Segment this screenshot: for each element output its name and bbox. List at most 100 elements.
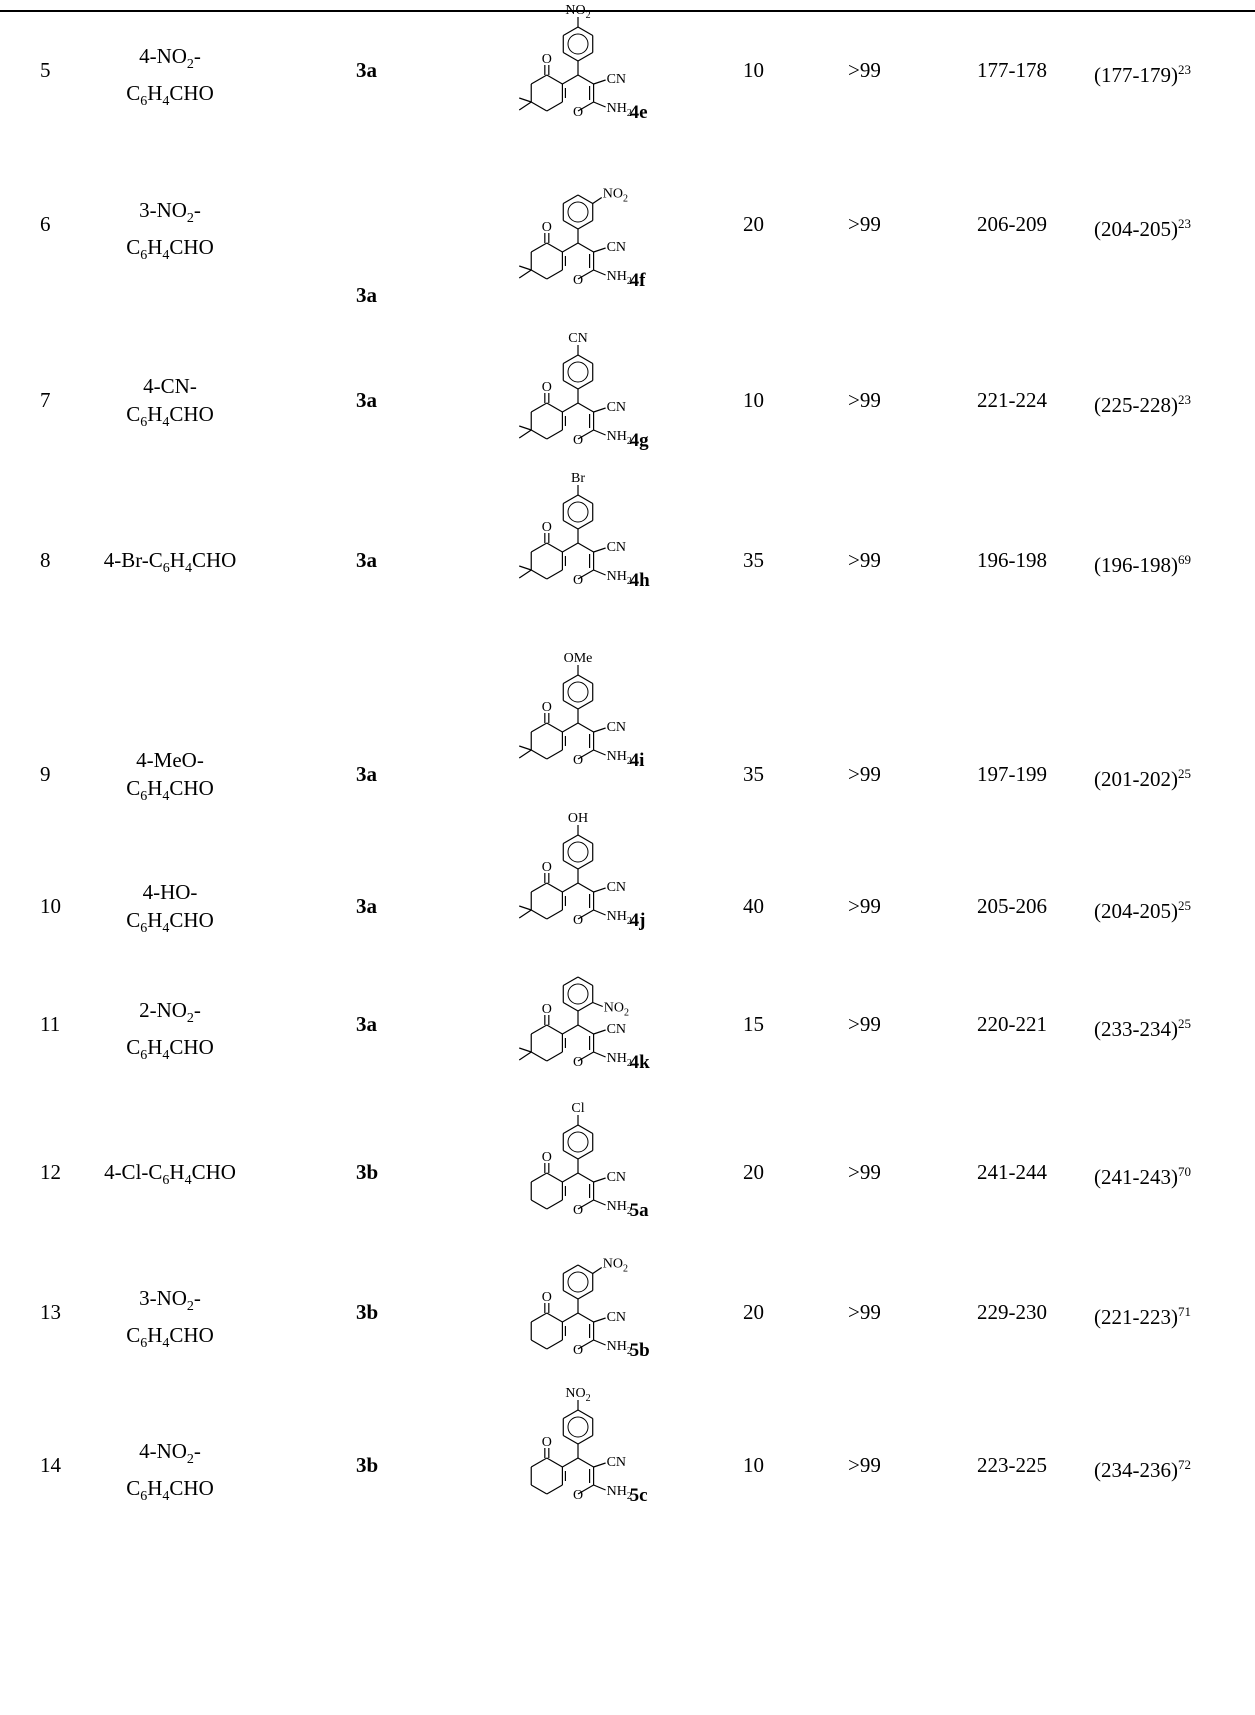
pyran-bond — [577, 1199, 594, 1210]
pyran-bond — [577, 402, 594, 413]
nh2-label: NH2 — [607, 269, 632, 287]
carbocycle-bond — [530, 909, 548, 920]
aldehyde-fragment: 4-Br-C — [103, 548, 163, 572]
phenyl-bond — [577, 1434, 594, 1445]
product-structure: NO2 O CN NH2 O 4f — [518, 187, 646, 291]
nh2-bond — [593, 1051, 606, 1058]
phenyl-bond — [577, 834, 594, 845]
carbocycle-bond — [530, 1051, 548, 1062]
aromatic-circle — [567, 983, 589, 1005]
mp-literature: (221-223)71 — [1094, 1298, 1191, 1331]
carbocycle-bond — [546, 749, 563, 760]
aldehyde-fragment: 4-HO- — [142, 880, 198, 904]
carbocycle-bond — [530, 101, 548, 112]
pyran-bond — [577, 1457, 594, 1468]
aldehyde-name: 4-NO2- C6H4CHO — [75, 1437, 265, 1511]
nh2-bond — [593, 1339, 606, 1346]
table-row: 7 4-CN- C6H4CHO 3a CN O CN NH2 O 4g 10 >99 221-224 (2… — [0, 331, 1255, 480]
table-row: 13 3-NO2- C6H4CHO 3b NO2 O CN NH2 O 5b 20 >99 229-23… — [0, 1250, 1255, 1395]
methyl-bond — [519, 905, 532, 911]
carbocycle-bond — [530, 569, 548, 580]
cn-label: CN — [607, 1170, 626, 1185]
aldehyde-fragment: CHO — [169, 1035, 214, 1060]
phenyl-bond — [577, 26, 594, 37]
yield-value: >99 — [848, 1300, 881, 1324]
aldehyde-fragment: C — [126, 402, 141, 426]
mp-literature: (225-228)23 — [1094, 386, 1191, 419]
nh2-label: NH2 — [607, 1199, 632, 1217]
aromatic-circle — [567, 361, 589, 383]
methyl-bond — [519, 265, 532, 271]
aldehyde-name: 4-NO2- C6H4CHO — [75, 42, 265, 116]
table-row: 5 4-NO2- C6H4CHO 3a NO2 O CN NH2 O 4e 10 >99 177-178… — [0, 3, 1255, 180]
carbonyl-oxygen: O — [542, 1150, 552, 1165]
methyl-bond — [518, 429, 532, 439]
carbonyl-oxygen: O — [542, 700, 552, 715]
carbocycle-bond — [546, 1051, 563, 1062]
carbocycle-bond — [546, 722, 563, 733]
aromatic-circle — [567, 1271, 589, 1293]
aldehyde-fragment: - — [193, 44, 201, 68]
phenyl-bond — [562, 1001, 579, 1012]
aldehyde-fragment: 4 — [184, 561, 192, 577]
mp-literature: (234-236)72 — [1094, 1451, 1191, 1484]
product-structure-cell: Cl O CN NH2 O 5a — [468, 1101, 688, 1269]
ring-oxygen: O — [573, 105, 583, 120]
pyran-bond — [577, 749, 594, 760]
yield-value: >99 — [848, 1160, 881, 1184]
mp-literature: (196-198)69 — [1094, 546, 1191, 579]
aldehyde-fragment: C — [126, 81, 141, 106]
phenyl-bond — [577, 379, 594, 390]
aldehyde-fragment: 2 — [186, 211, 194, 227]
product-structure-cell: NO2 O CN NH2 O 5b — [468, 1244, 688, 1409]
table-row: 9 4-MeO- C6H4CHO 3a OMe O CN NH2 O 4i 35 >99 197-199… — [0, 651, 1255, 820]
entry-number: 7 — [40, 388, 51, 412]
entry-number: 11 — [40, 1012, 61, 1036]
aromatic-circle — [567, 201, 589, 223]
aldehyde-fragment: 4-NO — [139, 44, 187, 68]
mp-literature: (201-202)25 — [1094, 760, 1191, 793]
diketone-label: 3a — [356, 58, 377, 82]
product-structure: CN O CN NH2 O 4g — [518, 331, 649, 451]
product-structure-cell: NO2 O CN NH2 O 5c — [468, 1386, 688, 1554]
yield-value: >99 — [848, 212, 881, 236]
pyran-bond — [577, 722, 594, 733]
carbocycle-bond — [546, 1457, 563, 1468]
aldehyde-fragment: CHO — [169, 1476, 214, 1501]
aldehyde-fragment: 6 — [162, 1173, 170, 1189]
nh2-label: NH2 — [607, 101, 632, 119]
phenyl-bond — [577, 219, 594, 230]
reference-number: 23 — [1177, 216, 1191, 231]
diketone-label: 3a — [356, 548, 377, 572]
pyran-bond — [577, 1024, 594, 1035]
cn-label: CN — [607, 540, 626, 555]
mp-found: 177-178 — [977, 58, 1047, 82]
carbonyl-oxygen: O — [542, 1002, 552, 1017]
phenyl-bond — [562, 494, 579, 505]
cn-label: CN — [607, 240, 626, 255]
phenyl-bond — [562, 976, 579, 987]
substituent-label: Cl — [571, 1101, 584, 1116]
phenyl-bond — [562, 1434, 579, 1445]
methyl-bond — [518, 101, 532, 111]
nh2-label: NH2 — [607, 569, 632, 587]
aldehyde-fragment: 6 — [140, 248, 148, 264]
aldehyde-fragment: 3-NO — [139, 198, 187, 222]
entry-number: 6 — [40, 212, 51, 236]
pyran-bond — [577, 1484, 594, 1495]
cn-bond — [593, 1317, 606, 1323]
reaction-time: 35 — [743, 548, 764, 572]
substituent-label: NO2 — [603, 187, 628, 205]
compound-number: 5c — [630, 1485, 648, 1506]
reaction-time: 20 — [743, 1300, 764, 1324]
carbocycle-bond — [546, 269, 563, 280]
ring-oxygen: O — [573, 1343, 583, 1358]
product-structure-cell: Br O CN NH2 O 4h — [468, 471, 688, 639]
reaction-time: 40 — [743, 894, 764, 918]
carbocycle-bond — [530, 74, 548, 85]
nh2-bond — [593, 569, 606, 576]
cn-bond — [593, 727, 606, 733]
mp-literature: (233-234)25 — [1094, 1010, 1191, 1043]
ring-oxygen: O — [573, 573, 583, 588]
pyran-bond — [562, 1024, 579, 1035]
